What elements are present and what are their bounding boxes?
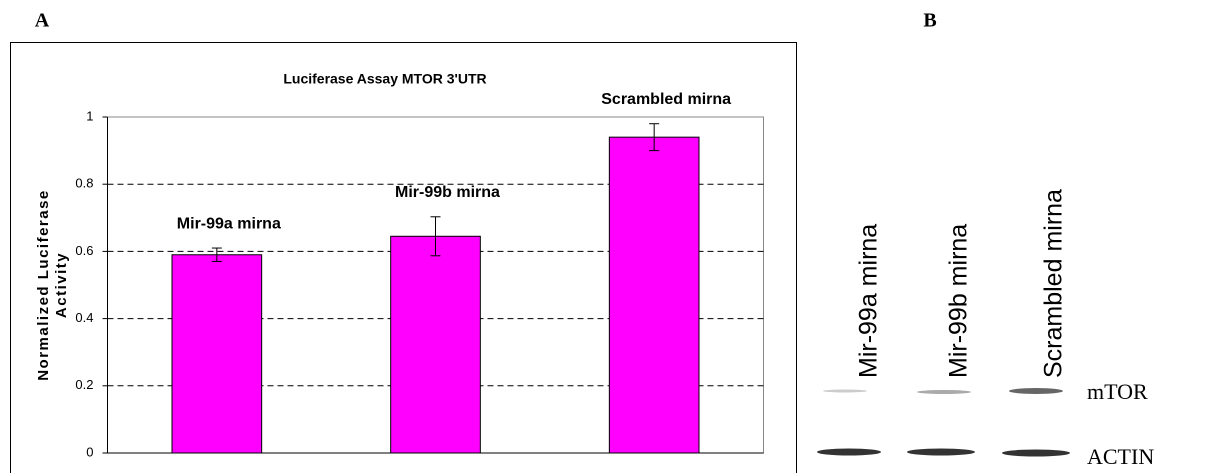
y-axis-label-line: Normalized Luciferase [35, 189, 52, 381]
y-axis-label-line: Activity [53, 252, 70, 318]
y-tick-label: 0.2 [75, 377, 93, 392]
y-tick-label: 0 [86, 444, 93, 459]
bar-label: Mir-99a mirna [177, 215, 281, 232]
bar [172, 255, 262, 453]
band [823, 390, 867, 393]
band [1002, 450, 1070, 457]
y-tick-label: 1 [86, 108, 93, 123]
y-tick-label: 0.6 [75, 243, 93, 258]
lane-label: Mir-99b mirna [945, 224, 973, 378]
blot [817, 388, 1070, 457]
figure: A B Luciferase Assay MTOR 3'UTR Normaliz… [0, 0, 1208, 473]
band-label: mTOR [1087, 379, 1148, 404]
band [907, 449, 975, 456]
band [817, 449, 881, 456]
panel-label: A [35, 10, 50, 32]
y-tick-label: 0.8 [75, 176, 93, 191]
lane-label: Mir-99a mirna [855, 224, 883, 378]
bar-label: Mir-99b mirna [395, 184, 500, 201]
plot: 0 0.2 0.4 0.6 0.8 1 Mir-99a mirna Mir-99b mirna… [75, 91, 763, 459]
bar-label: Scrambled mirna [601, 91, 731, 108]
lane-label: Scrambled mirna [1040, 189, 1068, 378]
y-axis-label: Normalized Luciferase Activity [35, 189, 70, 381]
panel-label: B [923, 10, 936, 32]
chart-title: Luciferase Assay MTOR 3'UTR [283, 71, 486, 87]
band-label: ACTIN [1087, 444, 1154, 469]
band [1009, 388, 1063, 394]
bar [609, 137, 699, 453]
bar [391, 236, 481, 453]
band [917, 390, 971, 394]
y-tick-label: 0.4 [75, 310, 93, 325]
